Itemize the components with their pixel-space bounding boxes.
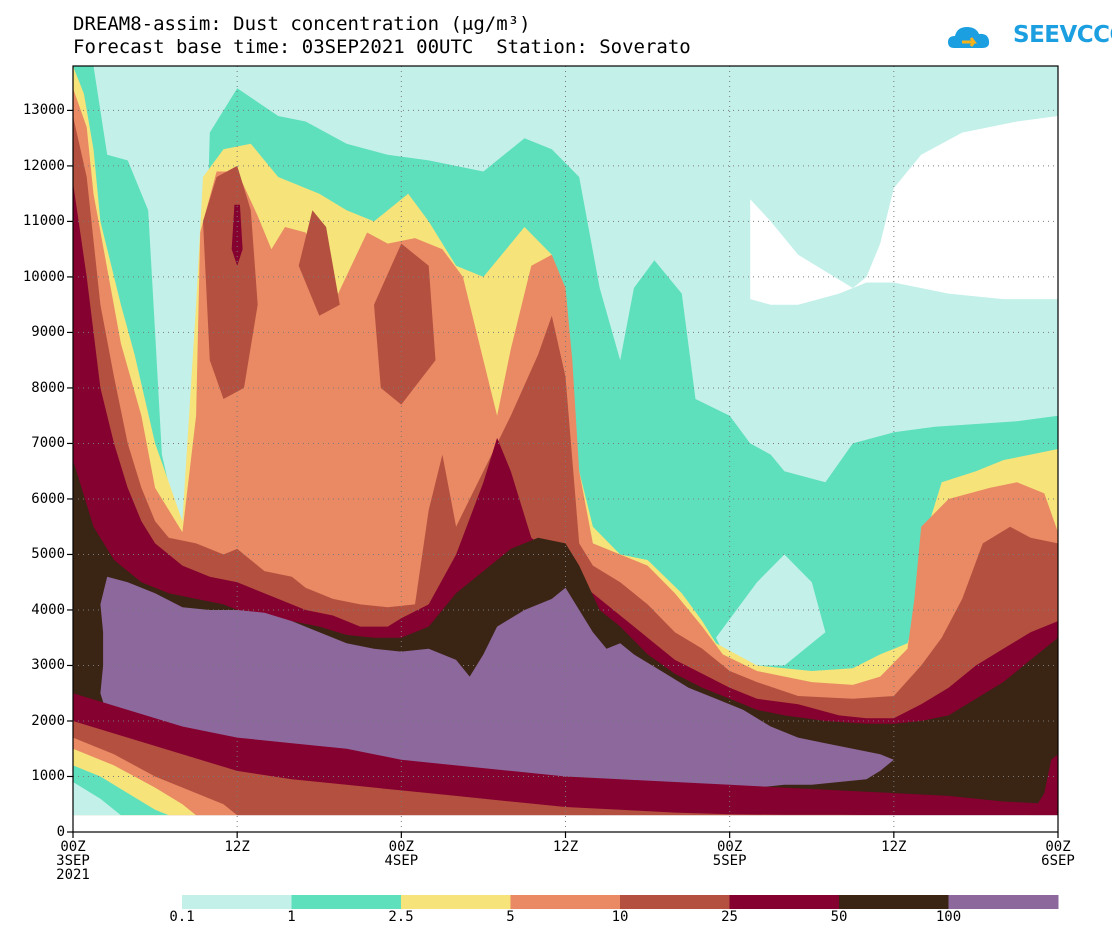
contour-band-10-10 bbox=[374, 243, 436, 405]
y-tick-label: 4000 bbox=[31, 601, 65, 618]
legend-swatch-50 bbox=[839, 895, 949, 909]
legend-swatch-0.1 bbox=[182, 895, 292, 909]
x-tick-label: 00Z 5SEP bbox=[712, 839, 747, 869]
y-tick-label: 12000 bbox=[22, 157, 65, 174]
y-tick-label: 5000 bbox=[31, 546, 65, 563]
y-tick-label: 0 bbox=[56, 824, 65, 840]
legend-label: 25 bbox=[721, 909, 738, 925]
contour-band-0.1-20 bbox=[73, 782, 121, 816]
x-tick-label: 12Z bbox=[552, 839, 579, 855]
contour-band-10-8 bbox=[203, 165, 258, 399]
contour-band-10-16 bbox=[73, 721, 1058, 816]
contour-band-none-23 bbox=[750, 116, 1058, 305]
y-tick-label: 9000 bbox=[31, 324, 65, 341]
y-tick-label: 11000 bbox=[22, 213, 65, 230]
x-tick-label: 12Z bbox=[881, 839, 907, 855]
legend-label: 0.1 bbox=[169, 909, 195, 925]
contour-band-25-21 bbox=[1030, 754, 1058, 816]
y-tick-label: 2000 bbox=[31, 712, 65, 729]
contour-band-25-12 bbox=[231, 204, 243, 266]
legend-swatch-2.5 bbox=[401, 895, 511, 909]
legend-swatch-10 bbox=[620, 895, 730, 909]
x-tick-label: 00Z 6SEP bbox=[1041, 839, 1075, 869]
cloud-logo-icon bbox=[948, 27, 990, 48]
legend-swatch-1 bbox=[291, 895, 402, 909]
x-tick-label: 12Z bbox=[224, 839, 250, 855]
y-tick-label: 8000 bbox=[31, 379, 65, 396]
y-tick-label: 13000 bbox=[22, 102, 65, 119]
legend-swatch-5 bbox=[510, 895, 621, 909]
legend-label: 50 bbox=[830, 909, 848, 925]
chart-title: DREAM8-assim: Dust concentration (μg/m³) bbox=[73, 13, 531, 35]
legend-label: 100 bbox=[935, 909, 962, 925]
contour-band-none-22 bbox=[73, 815, 1058, 832]
legend-label: 2.5 bbox=[388, 909, 414, 925]
y-tick-label: 1000 bbox=[31, 768, 65, 785]
legend-label: 1 bbox=[287, 909, 296, 925]
contour-band-10-7 bbox=[73, 116, 1058, 749]
y-tick-label: 3000 bbox=[31, 657, 65, 674]
legend-label: 5 bbox=[506, 909, 515, 925]
y-tick-label: 7000 bbox=[31, 435, 65, 452]
legend-label: 10 bbox=[611, 909, 629, 925]
legend-swatch-100 bbox=[948, 895, 1059, 909]
y-tick-label: 10000 bbox=[22, 268, 65, 285]
y-tick-label: 6000 bbox=[31, 490, 65, 507]
contour-band-0.1-3 bbox=[716, 554, 826, 666]
x-tick-label: 00Z 3SEP 2021 bbox=[56, 839, 90, 883]
chart-subtitle: Forecast base time: 03SEP2021 00UTC Stat… bbox=[73, 36, 691, 58]
logo-text: SEEVCCC bbox=[1013, 22, 1112, 48]
legend-swatch-25 bbox=[729, 895, 840, 909]
x-tick-label: 00Z 4SEP bbox=[384, 839, 419, 869]
contour-band-10-9 bbox=[298, 210, 340, 316]
